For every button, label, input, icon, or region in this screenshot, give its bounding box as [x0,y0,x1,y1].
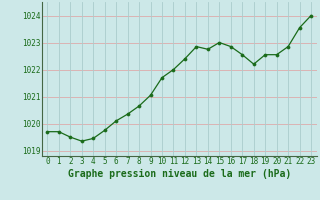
X-axis label: Graphe pression niveau de la mer (hPa): Graphe pression niveau de la mer (hPa) [68,169,291,179]
